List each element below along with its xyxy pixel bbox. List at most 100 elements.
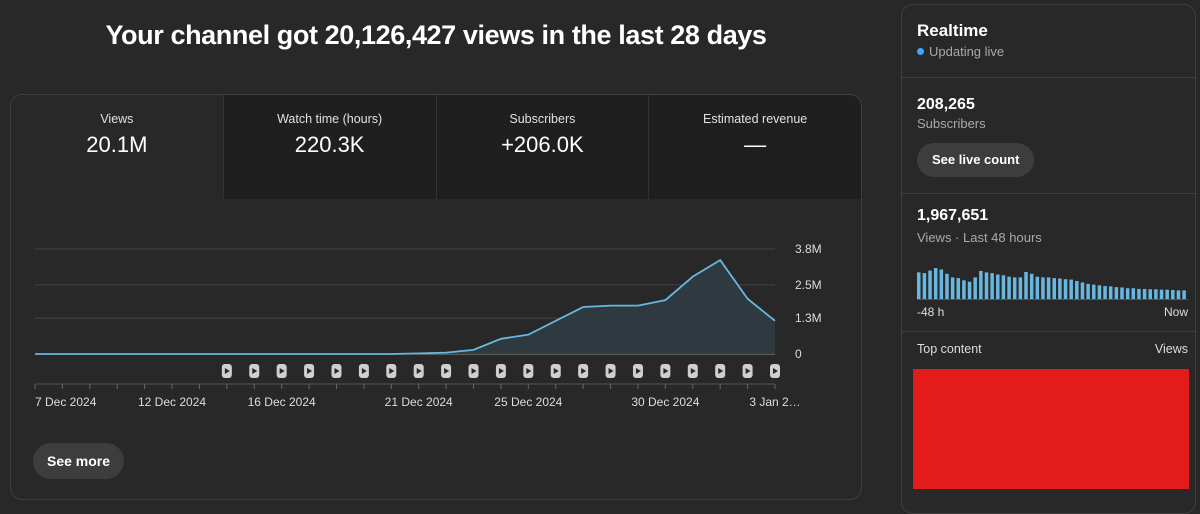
metric-value: 20.1M [11, 132, 223, 158]
hourly-bar[interactable] [1120, 287, 1124, 299]
hourly-bar[interactable] [917, 272, 921, 299]
hourly-bar[interactable] [1171, 290, 1175, 299]
hourly-bar[interactable] [979, 271, 983, 299]
metric-label: Subscribers [437, 112, 649, 126]
shorts-icon[interactable] [331, 364, 341, 378]
hourly-bar[interactable] [1115, 287, 1119, 299]
metric-value: +206.0K [437, 132, 649, 158]
hourly-bar[interactable] [1182, 290, 1186, 299]
hourly-bar[interactable] [1047, 277, 1051, 299]
hourly-bar[interactable] [1086, 284, 1090, 299]
hourly-bar[interactable] [1092, 285, 1096, 299]
see-more-button[interactable]: See more [33, 443, 124, 479]
series-area [35, 260, 775, 354]
divider [902, 331, 1195, 332]
hourly-bar[interactable] [1024, 272, 1028, 299]
shorts-icon[interactable] [386, 364, 396, 378]
shorts-icon[interactable] [770, 364, 780, 378]
hourly-bar[interactable] [928, 271, 932, 299]
hourly-bar[interactable] [1143, 289, 1147, 299]
see-live-count-button[interactable]: See live count [917, 143, 1034, 177]
hourly-bar[interactable] [1160, 290, 1164, 299]
x-tick-label: 16 Dec 2024 [248, 395, 316, 409]
realtime-views-label: Views · Last 48 hours [917, 230, 1042, 245]
top-content-label: Top content [917, 342, 982, 356]
y-tick-label: 1.3M [795, 311, 822, 325]
hourly-bar[interactable] [940, 269, 944, 299]
hourly-bar[interactable] [951, 277, 955, 299]
x-tick-label: 30 Dec 2024 [631, 395, 699, 409]
hourly-bar[interactable] [1132, 288, 1136, 299]
hourly-bar[interactable] [1041, 277, 1045, 299]
shorts-icon[interactable] [222, 364, 232, 378]
shorts-icon[interactable] [469, 364, 479, 378]
hourly-bar[interactable] [973, 277, 977, 299]
hourly-bar[interactable] [1030, 274, 1034, 299]
tab-subscribers[interactable]: Subscribers +206.0K [436, 95, 649, 199]
shorts-icon[interactable] [688, 364, 698, 378]
hourly-bar[interactable] [1064, 279, 1068, 299]
metric-tabs: Views 20.1M Watch time (hours) 220.3K Su… [11, 95, 861, 199]
hourly-bar[interactable] [1137, 289, 1141, 299]
shorts-icon[interactable] [715, 364, 725, 378]
hourly-bar[interactable] [1007, 277, 1011, 299]
hourly-bar[interactable] [1154, 289, 1158, 299]
shorts-icon[interactable] [304, 364, 314, 378]
x-tick-label: 3 Jan 2… [749, 395, 800, 409]
tab-estimated-revenue[interactable]: Estimated revenue — [648, 95, 861, 199]
divider [902, 77, 1195, 78]
shorts-icon[interactable] [551, 364, 561, 378]
shorts-icon[interactable] [359, 364, 369, 378]
hourly-bar[interactable] [923, 273, 927, 299]
metric-value: 220.3K [224, 132, 436, 158]
bars-axis-start: -48 h [917, 305, 944, 319]
shorts-icon[interactable] [277, 364, 287, 378]
x-tick-label: 21 Dec 2024 [385, 395, 453, 409]
shorts-icon[interactable] [743, 364, 753, 378]
shorts-icon[interactable] [606, 364, 616, 378]
hourly-bar[interactable] [962, 280, 966, 299]
shorts-icon[interactable] [633, 364, 643, 378]
shorts-icon[interactable] [660, 364, 670, 378]
realtime-views-count: 1,967,651 [917, 207, 988, 225]
hourly-bar[interactable] [1013, 277, 1017, 299]
hourly-views-bars[interactable] [917, 263, 1188, 299]
hourly-bar[interactable] [1109, 286, 1113, 299]
hourly-bar[interactable] [1019, 277, 1023, 299]
hourly-bar[interactable] [1075, 281, 1079, 299]
live-status-text: Updating live [929, 44, 1004, 59]
x-tick-label: 7 Dec 2024 [35, 395, 97, 409]
hourly-bar[interactable] [1126, 288, 1130, 299]
hourly-bar[interactable] [1081, 282, 1085, 299]
shorts-icon[interactable] [441, 364, 451, 378]
hourly-bar[interactable] [1103, 286, 1107, 299]
tab-watch-time[interactable]: Watch time (hours) 220.3K [223, 95, 436, 199]
hourly-bar[interactable] [1148, 289, 1152, 299]
hourly-bar[interactable] [996, 275, 1000, 299]
shorts-icon[interactable] [578, 364, 588, 378]
tab-views[interactable]: Views 20.1M [11, 95, 223, 199]
subscriber-label: Subscribers [917, 116, 986, 131]
hourly-bar[interactable] [1098, 285, 1102, 299]
hourly-bar[interactable] [934, 268, 938, 299]
hourly-bar[interactable] [1069, 280, 1073, 299]
hourly-bar[interactable] [945, 274, 949, 299]
hourly-bar[interactable] [1002, 275, 1006, 299]
hourly-bar[interactable] [985, 272, 989, 299]
live-dot-icon [917, 48, 924, 55]
hourly-bar[interactable] [957, 278, 961, 299]
shorts-icon[interactable] [249, 364, 259, 378]
hourly-bar[interactable] [1165, 290, 1169, 299]
hourly-bar[interactable] [968, 282, 972, 299]
shorts-icon[interactable] [414, 364, 424, 378]
hourly-bar[interactable] [1053, 278, 1057, 299]
hourly-bar[interactable] [1058, 278, 1062, 299]
x-tick-label: 12 Dec 2024 [138, 395, 206, 409]
shorts-icon[interactable] [496, 364, 506, 378]
shorts-icon[interactable] [523, 364, 533, 378]
hourly-bar[interactable] [1177, 290, 1181, 299]
hourly-bar[interactable] [1036, 277, 1040, 299]
hourly-bar[interactable] [990, 273, 994, 299]
